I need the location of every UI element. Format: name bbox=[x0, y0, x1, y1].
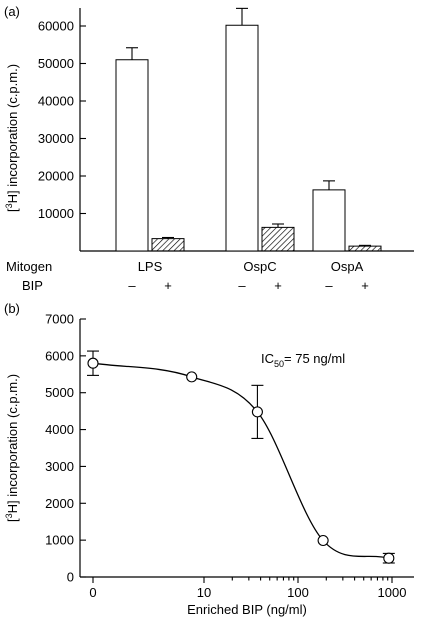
y-tick-label: 6000 bbox=[45, 348, 74, 363]
bip-sign-label: – bbox=[238, 278, 246, 293]
category-label: OspA bbox=[331, 259, 364, 274]
bip-sign-label: + bbox=[164, 278, 172, 293]
mitogen-row-label: Mitogen bbox=[6, 259, 52, 274]
panel-b-points bbox=[87, 350, 395, 564]
y-tick-label: 3000 bbox=[45, 459, 74, 474]
y-tick-label: 30000 bbox=[38, 131, 74, 146]
y-tick-label: 50000 bbox=[38, 56, 74, 71]
bar bbox=[348, 245, 382, 252]
bip-row-label: BIP bbox=[22, 278, 43, 293]
bip-sign-label: + bbox=[274, 278, 282, 293]
data-point bbox=[251, 406, 263, 418]
panel-a: (a) [3H] incorporation (c.p.m.) 10000 200… bbox=[4, 4, 414, 293]
bar bbox=[225, 24, 259, 252]
panel-b: (b) [3H] incorporation (c.p.m.) 01000200… bbox=[4, 301, 414, 617]
y-tick-label: 2000 bbox=[45, 496, 74, 511]
bar bbox=[115, 59, 149, 252]
panel-a-label: (a) bbox=[4, 4, 20, 19]
bip-sign-label: – bbox=[128, 278, 136, 293]
category-label: OspC bbox=[243, 259, 276, 274]
y-tick-label: 5000 bbox=[45, 385, 74, 400]
x-tick-label: 0 bbox=[89, 585, 96, 600]
panel-b-x-axis-label: Enriched BIP (ng/ml) bbox=[187, 602, 307, 617]
bip-sign-label: – bbox=[325, 278, 333, 293]
data-point bbox=[383, 552, 395, 564]
y-tick-label: 10000 bbox=[38, 206, 74, 221]
fit-curve bbox=[92, 362, 389, 559]
y-tick-label: 1000 bbox=[45, 533, 74, 548]
panel-a-y-ticks: 10000 20000 30000 40000 50000 60000 bbox=[38, 19, 86, 221]
bar bbox=[261, 226, 295, 252]
panel-a-y-axis-label: [3H] incorporation (c.p.m.) bbox=[4, 64, 20, 212]
y-tick-label: 60000 bbox=[38, 19, 74, 34]
y-tick-label: 0 bbox=[67, 570, 74, 585]
panel-a-bars bbox=[115, 7, 382, 252]
bar bbox=[151, 238, 185, 252]
y-tick-label: 7000 bbox=[45, 312, 74, 327]
data-point bbox=[87, 357, 99, 369]
panel-b-y-ticks: 0 1000 2000 3000 4000 5000 6000 7000 bbox=[45, 312, 86, 585]
y-tick-label: 40000 bbox=[38, 94, 74, 109]
data-point bbox=[186, 371, 198, 383]
panel-b-label: (b) bbox=[4, 301, 20, 316]
data-point bbox=[317, 534, 329, 547]
panel-b-x-ticks: 0 10 100 1000 bbox=[89, 577, 406, 600]
panel-b-y-axis-label: [3H] incorporation (c.p.m.) bbox=[4, 374, 20, 522]
x-tick-label: 1000 bbox=[378, 585, 407, 600]
bip-sign-label: + bbox=[361, 278, 369, 293]
x-tick-label: 10 bbox=[197, 585, 211, 600]
panel-a-x-labels: LPS– +OspC– +OspA– + bbox=[128, 259, 368, 293]
bar bbox=[312, 189, 346, 252]
ic50-annotation: IC50= 75 ng/ml bbox=[261, 351, 345, 369]
y-tick-label: 4000 bbox=[45, 422, 74, 437]
y-tick-label: 20000 bbox=[38, 169, 74, 184]
category-label: LPS bbox=[138, 259, 163, 274]
x-tick-label: 100 bbox=[287, 585, 309, 600]
